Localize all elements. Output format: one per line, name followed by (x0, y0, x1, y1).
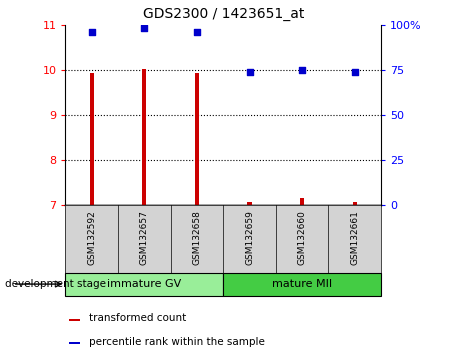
Bar (248, 202, 252, 205)
Point (246, 69, 253, 75)
Point (351, 69, 359, 75)
Bar (300, 198, 304, 205)
Text: transformed count: transformed count (89, 313, 187, 323)
Point (88, 29, 95, 35)
Text: GSM132592: GSM132592 (87, 210, 96, 265)
Point (299, 67, 306, 73)
Text: mature MII: mature MII (272, 279, 332, 289)
Text: GSM132659: GSM132659 (245, 210, 254, 265)
Text: development stage: development stage (5, 279, 106, 289)
Bar (142, 69, 147, 205)
Bar (69, 319, 80, 321)
Bar (69, 342, 80, 344)
Point (193, 29, 201, 35)
Text: GSM132657: GSM132657 (140, 210, 149, 265)
Title: GDS2300 / 1423651_at: GDS2300 / 1423651_at (143, 7, 304, 21)
Text: percentile rank within the sample: percentile rank within the sample (89, 337, 265, 347)
Text: immature GV: immature GV (107, 279, 181, 289)
Text: GSM132658: GSM132658 (193, 210, 202, 265)
Bar (195, 73, 199, 205)
Text: GSM132660: GSM132660 (298, 210, 307, 265)
Bar (90, 73, 94, 205)
Bar (65, 273, 223, 296)
Point (141, 25, 148, 31)
Text: GSM132661: GSM132661 (350, 210, 359, 265)
Bar (353, 202, 357, 205)
Bar (223, 273, 381, 296)
